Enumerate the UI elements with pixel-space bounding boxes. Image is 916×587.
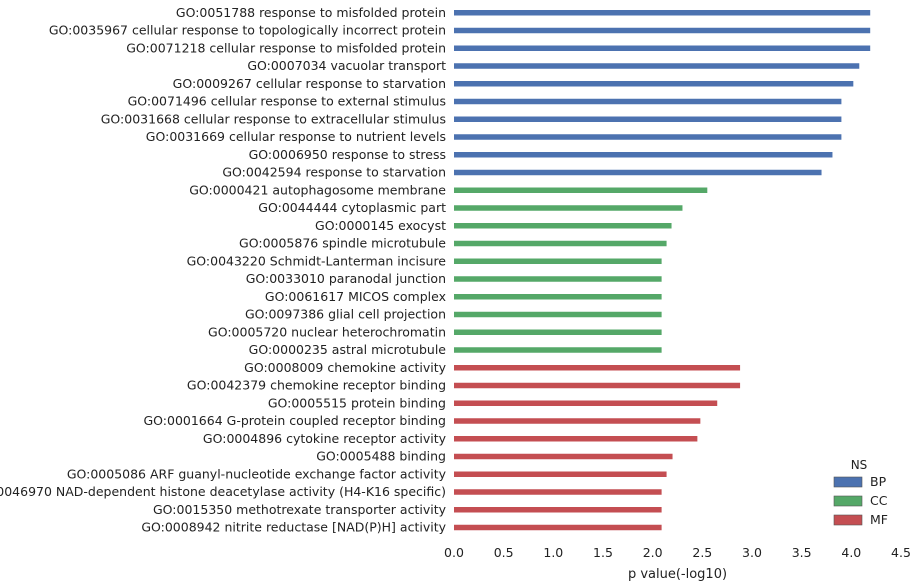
bar <box>454 524 662 531</box>
legend-title: NS <box>851 458 868 472</box>
category-label: GO:0042594 response to starvation <box>222 165 446 180</box>
bar <box>454 205 683 211</box>
category-label: GO:0031669 cellular response to nutrient… <box>146 129 446 144</box>
x-axis-title: p value(-log10) <box>628 567 727 582</box>
category-label: GO:0006950 response to stress <box>249 147 446 162</box>
category-label: GO:0000145 exocyst <box>315 218 446 233</box>
x-tick-label: 4.5 <box>891 545 911 560</box>
category-label: GO:0005876 spindle microtubule <box>239 236 446 251</box>
bar <box>454 169 822 176</box>
bar <box>454 116 842 122</box>
x-tick-label: 3.0 <box>742 545 762 560</box>
bar <box>454 81 854 87</box>
category-label: GO:0005720 nuclear heterochromatin <box>208 324 446 339</box>
bar <box>454 489 662 495</box>
bar <box>454 240 667 247</box>
bar <box>454 436 698 442</box>
bar <box>454 382 741 389</box>
legend-entries: BP CC MF <box>833 474 888 527</box>
category-label: GO:0008009 chemokine activity <box>244 360 446 375</box>
x-tick-label: 2.0 <box>643 545 663 560</box>
category-label: GO:0046970 NAD-dependent histone deacety… <box>0 484 446 499</box>
category-label: GO:0009267 cellular response to starvati… <box>173 76 446 91</box>
category-label: GO:0097386 glial cell projection <box>245 307 446 322</box>
bar <box>454 258 662 264</box>
x-tick-label: 0.0 <box>444 545 464 560</box>
x-tick-label: 3.5 <box>792 545 812 560</box>
legend-label: MF <box>870 512 888 527</box>
category-label: GO:0000235 astral microtubule <box>249 342 447 357</box>
bar <box>454 10 871 16</box>
category-label: GO:0005515 protein binding <box>268 395 446 410</box>
bar <box>454 223 672 229</box>
category-label: GO:0007034 vacuolar transport <box>247 58 446 73</box>
legend: NS BP CC MF <box>833 458 888 527</box>
x-tick-label: 0.5 <box>494 545 514 560</box>
bar <box>454 365 741 371</box>
bar <box>454 329 662 335</box>
category-label: GO:0035967 cellular response to topologi… <box>49 23 446 38</box>
category-label: GO:0071218 cellular response to misfolde… <box>126 40 446 55</box>
category-label: GO:0031668 cellular response to extracel… <box>101 111 446 126</box>
legend-swatch <box>833 495 863 507</box>
category-labels: GO:0051788 response to misfolded protein… <box>0 5 447 535</box>
bar <box>454 27 871 34</box>
bar-group <box>454 10 871 531</box>
category-label: GO:0005488 binding <box>316 449 446 464</box>
bar <box>454 187 708 193</box>
bar <box>454 294 662 300</box>
category-label: GO:0004896 cytokine receptor activity <box>203 431 447 446</box>
legend-swatch <box>833 476 863 488</box>
legend-label: BP <box>870 474 887 489</box>
bar <box>454 152 833 158</box>
bar <box>454 311 662 318</box>
x-tick-label: 1.0 <box>543 545 563 560</box>
bar <box>454 507 662 513</box>
category-label: GO:0043220 Schmidt-Lanterman incisure <box>187 253 447 268</box>
category-label: GO:0015350 methotrexate transporter acti… <box>153 502 447 517</box>
bar <box>454 45 871 51</box>
category-label: GO:0033010 paranodal junction <box>246 271 446 286</box>
bar <box>454 347 662 353</box>
category-label: GO:0001664 G-protein coupled receptor bi… <box>143 413 446 428</box>
category-label: GO:0051788 response to misfolded protein <box>176 5 446 20</box>
category-label: GO:0008942 nitrite reductase [NAD(P)H] a… <box>141 520 446 535</box>
category-label: GO:0061617 MICOS complex <box>265 289 446 304</box>
legend-swatch <box>833 514 863 526</box>
bar <box>454 98 842 105</box>
category-label: GO:0071496 cellular response to external… <box>128 94 446 109</box>
bar <box>454 418 701 424</box>
bar <box>454 134 842 140</box>
category-label: GO:0005086 ARF guanyl-nucleotide exchang… <box>67 466 447 481</box>
category-label: GO:0044444 cytoplasmic part <box>258 200 446 215</box>
bar <box>454 276 662 282</box>
category-label: GO:0000421 autophagosome membrane <box>189 182 446 197</box>
x-tick-label: 4.0 <box>841 545 861 560</box>
bar <box>454 63 860 69</box>
x-tick-label: 1.5 <box>593 545 613 560</box>
x-axis-ticks: 0.0 0.5 1.0 1.5 2.0 2.5 3.0 3.5 4.0 4.5 <box>444 545 911 560</box>
category-label: GO:0042379 chemokine receptor binding <box>187 378 446 393</box>
x-tick-label: 2.5 <box>692 545 712 560</box>
bar <box>454 400 718 406</box>
bar <box>454 453 673 460</box>
bar <box>454 471 667 477</box>
legend-label: CC <box>870 493 888 508</box>
